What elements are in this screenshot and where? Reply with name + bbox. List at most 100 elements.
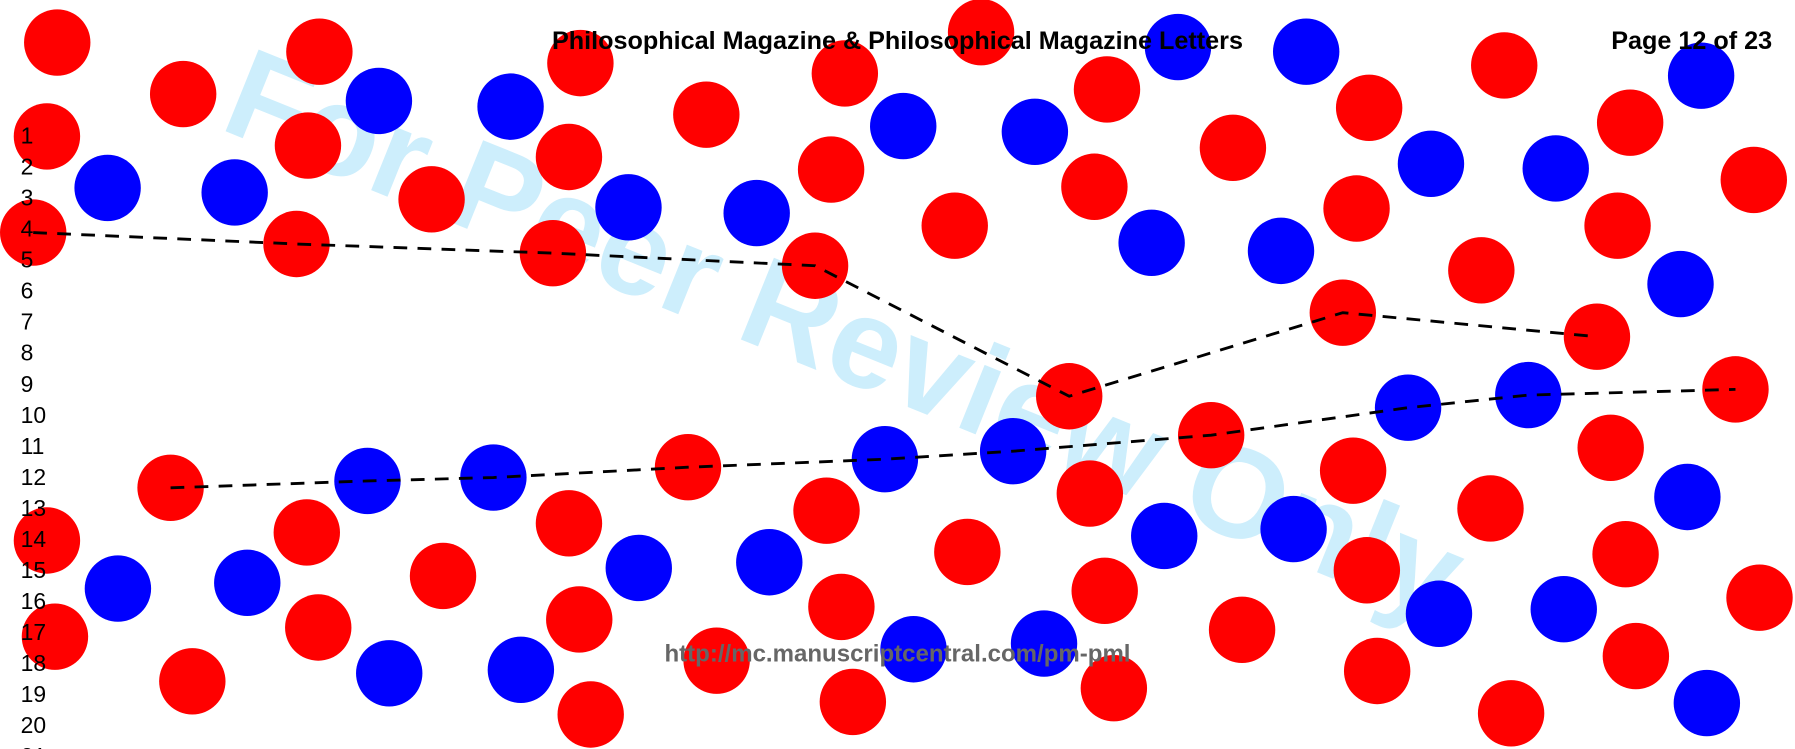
red-particle xyxy=(1471,32,1538,99)
red-particle xyxy=(137,454,204,522)
red-particle xyxy=(673,81,740,148)
red-particle xyxy=(1448,237,1515,304)
red-particle xyxy=(1319,437,1387,504)
blue-particle xyxy=(1654,463,1721,531)
line-number: 3 xyxy=(21,185,34,211)
red-particle xyxy=(934,518,1001,586)
dashed-interface xyxy=(170,387,1736,490)
red-particle xyxy=(797,136,865,203)
line-number: 19 xyxy=(21,681,46,707)
blue-particle xyxy=(736,529,803,596)
blue-particle xyxy=(1530,575,1597,643)
blue-particle xyxy=(1647,250,1714,318)
blue-particle xyxy=(356,640,423,707)
blue-particle xyxy=(1131,502,1198,570)
journal-title: Philosophical Magazine & Philosophical M… xyxy=(552,27,1243,55)
red-particle xyxy=(1335,74,1403,141)
line-number: 15 xyxy=(21,557,46,583)
blue-particle xyxy=(595,174,662,241)
red-particle xyxy=(1208,596,1276,663)
line-number: 17 xyxy=(21,619,46,645)
line-numbers: 123456789101112131415161718192021 xyxy=(21,123,47,749)
line-number: 5 xyxy=(21,247,34,273)
red-particle xyxy=(274,112,342,179)
red-particle xyxy=(1080,654,1148,722)
red-particle xyxy=(1720,146,1787,214)
red-particle xyxy=(1726,564,1793,631)
blue-particle xyxy=(1673,669,1741,737)
red-particle xyxy=(1199,114,1267,182)
red-particle xyxy=(1477,680,1545,747)
red-particle xyxy=(1563,303,1631,370)
line-number: 12 xyxy=(21,464,46,490)
red-particle xyxy=(159,648,226,715)
blue-particle xyxy=(1374,374,1442,441)
blue-particle xyxy=(214,549,281,617)
red-particle xyxy=(1323,175,1390,242)
red-particle xyxy=(13,103,81,170)
red-particle xyxy=(1592,521,1659,588)
red-particle xyxy=(149,60,217,128)
red-particle xyxy=(21,603,89,670)
red-particle xyxy=(24,9,91,76)
red-particle xyxy=(1602,622,1670,690)
red-particle xyxy=(683,627,750,694)
blue-particle xyxy=(870,92,937,160)
red-particle xyxy=(1073,56,1141,123)
blue-particle xyxy=(1247,217,1315,285)
red-particle xyxy=(535,490,603,557)
blue-particle xyxy=(1260,495,1327,563)
blue-particle xyxy=(74,154,141,222)
line-number: 14 xyxy=(21,526,47,552)
red-particle xyxy=(273,499,340,566)
line-number: 4 xyxy=(21,216,34,242)
red-particle xyxy=(1333,537,1401,604)
red-particle xyxy=(1577,414,1644,481)
blue-particle xyxy=(880,616,947,683)
line-number: 7 xyxy=(21,309,34,335)
line-number: 21 xyxy=(21,743,46,749)
footer-url: http://mc.manuscriptcentral.com/pm-pml xyxy=(664,640,1130,667)
line-number: 11 xyxy=(21,433,45,459)
line-number: 18 xyxy=(21,650,46,676)
red-particle xyxy=(811,40,879,107)
red-particle xyxy=(1457,475,1524,542)
line-number: 10 xyxy=(21,402,46,428)
blue-particle xyxy=(1001,98,1069,166)
red-particle xyxy=(546,586,613,653)
blue-particle xyxy=(1667,42,1735,109)
red-particle xyxy=(13,507,81,574)
blue-particle xyxy=(201,159,268,226)
red-particle xyxy=(557,681,624,748)
line-number: 9 xyxy=(21,371,34,397)
red-particle xyxy=(819,668,887,736)
line-number: 13 xyxy=(21,495,46,521)
blue-particle xyxy=(1010,610,1078,677)
blue-particle xyxy=(1495,361,1562,429)
red-particle xyxy=(285,594,352,661)
red-particle xyxy=(1061,153,1128,220)
blue-particle xyxy=(1118,209,1185,277)
line-number: 20 xyxy=(21,712,46,738)
red-particle xyxy=(286,18,353,85)
red-particle xyxy=(1056,460,1124,527)
line-number: 16 xyxy=(21,588,46,614)
red-particle xyxy=(921,192,988,259)
blue-particle xyxy=(84,555,152,622)
blue-particle xyxy=(1397,130,1465,198)
line-number: 2 xyxy=(21,154,34,180)
red-particle xyxy=(1071,557,1138,625)
red-particle xyxy=(535,123,603,191)
blue-particle xyxy=(605,534,672,602)
line-number: 8 xyxy=(21,340,34,366)
red-particle xyxy=(1584,192,1651,259)
red-particle xyxy=(519,219,587,287)
red-particle xyxy=(808,573,875,641)
red-particle xyxy=(1343,637,1411,705)
blue-particle xyxy=(1522,135,1589,202)
line-number: 1 xyxy=(21,123,34,149)
blue-particle xyxy=(345,67,413,135)
